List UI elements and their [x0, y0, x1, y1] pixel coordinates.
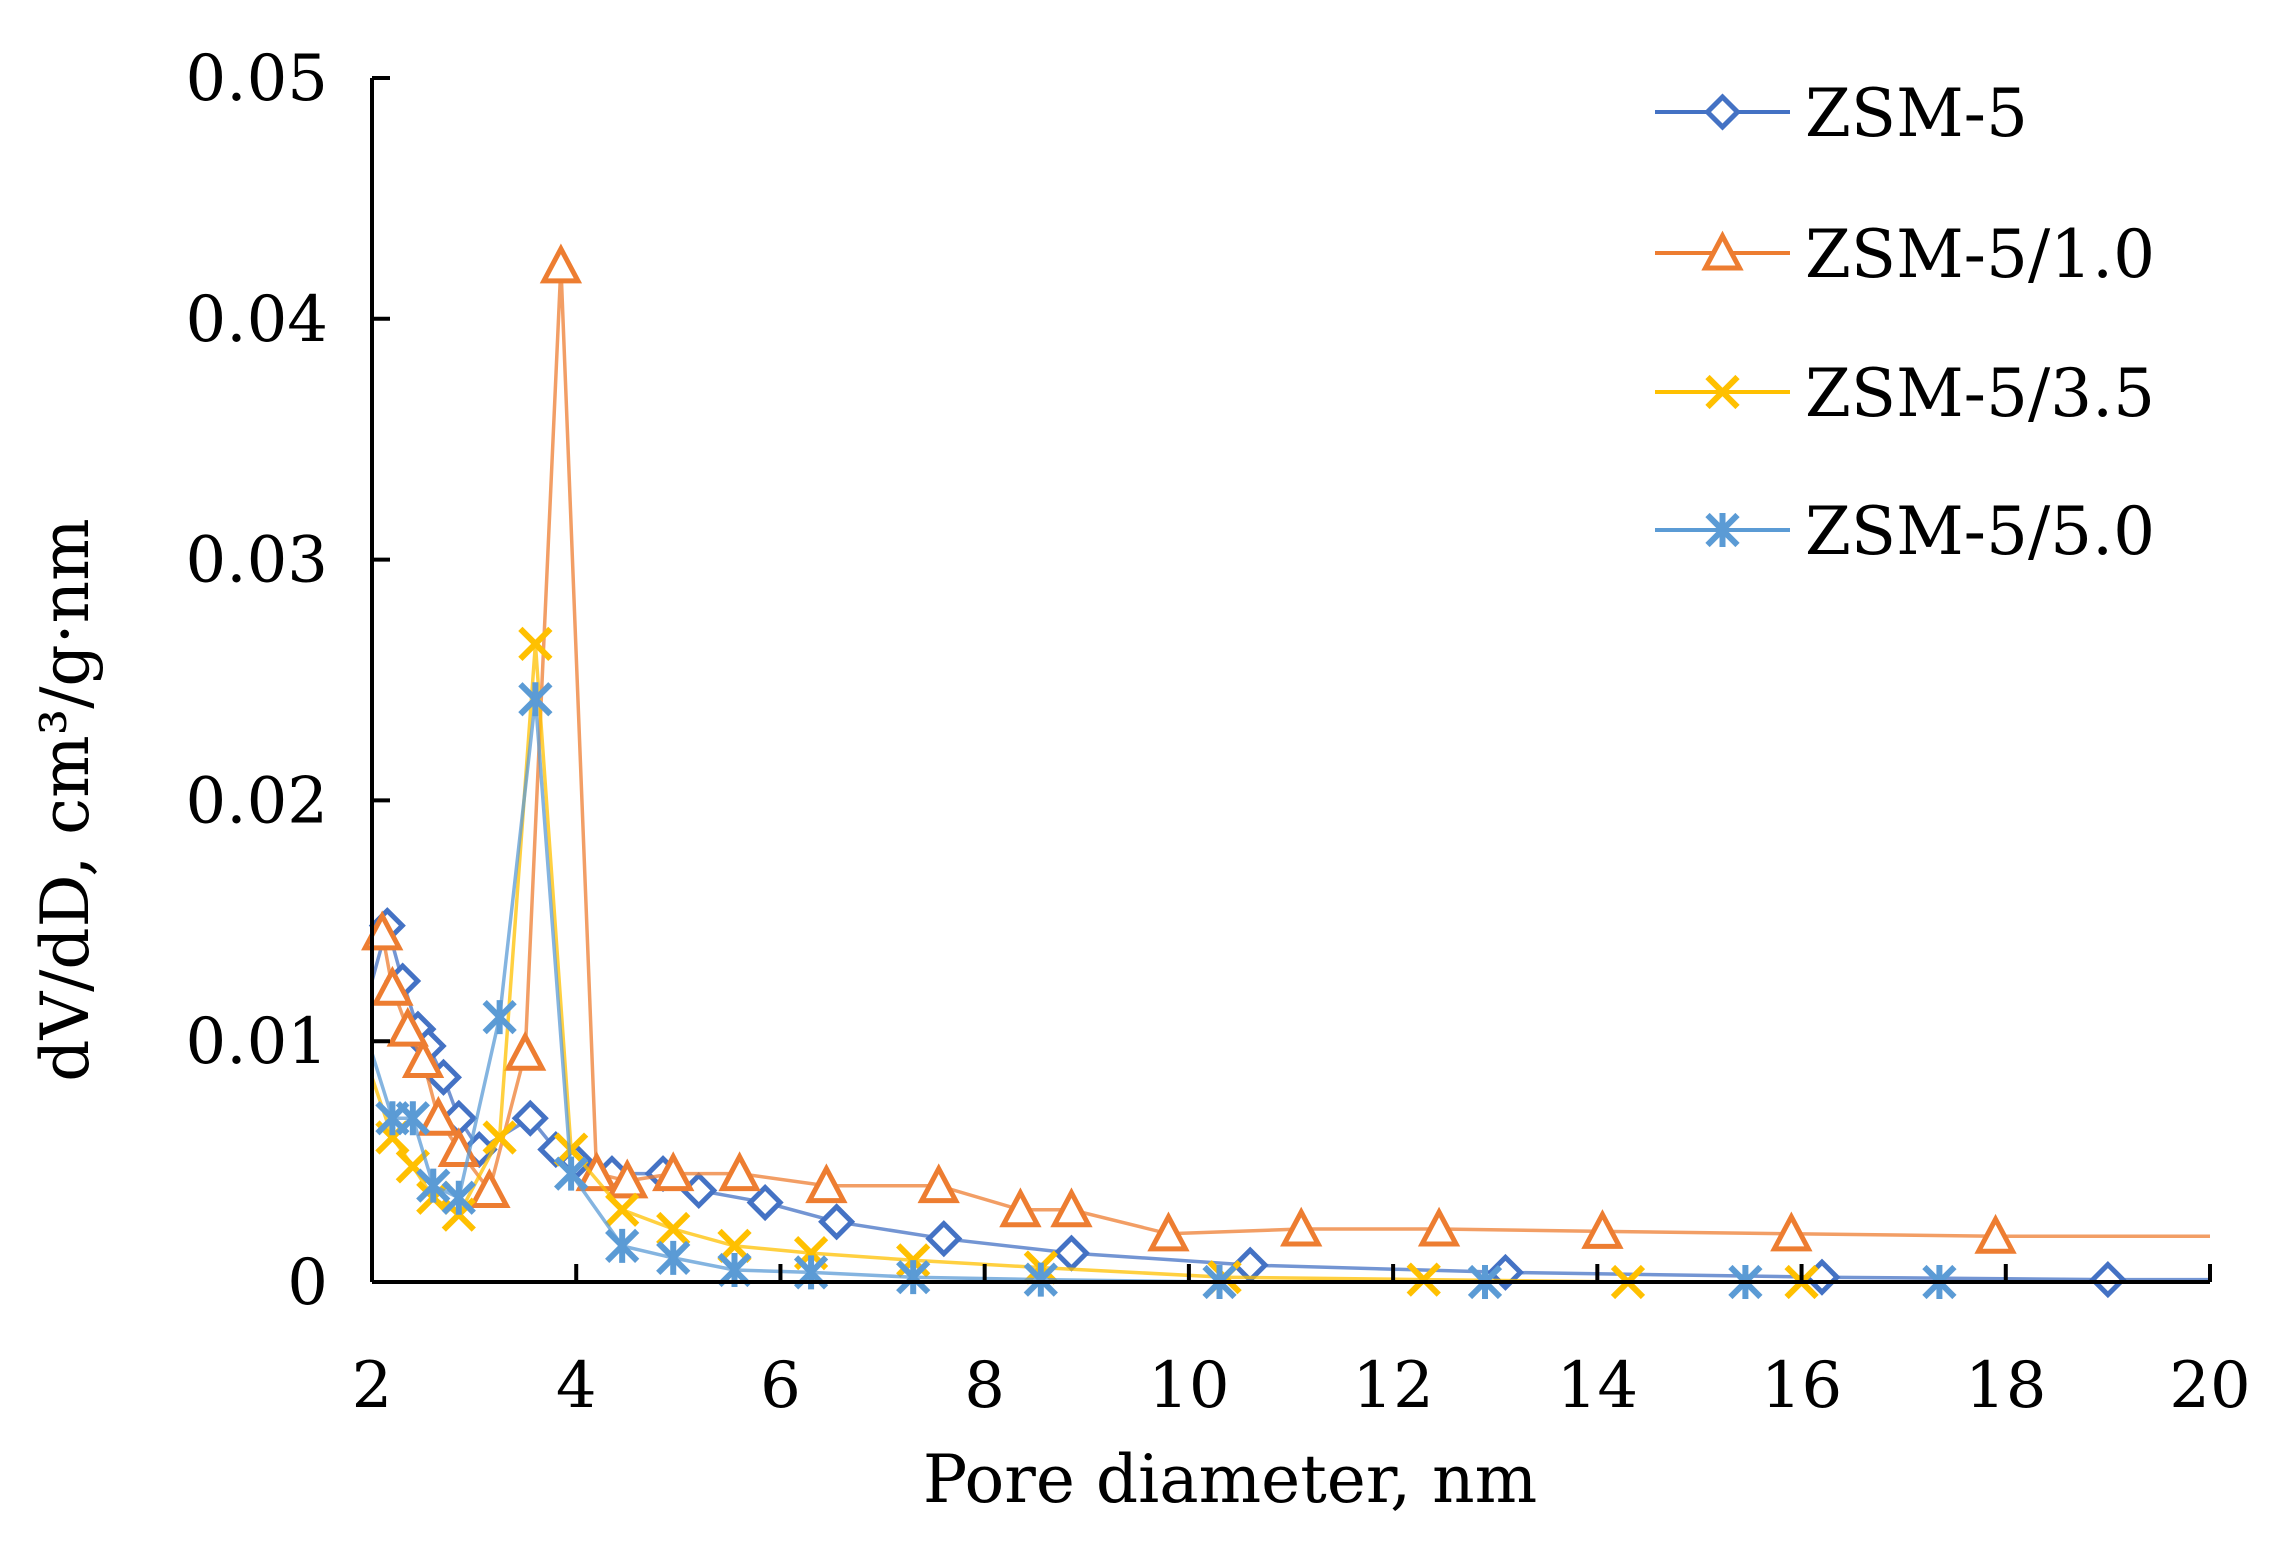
series-3-point — [441, 1180, 476, 1215]
series-1-point — [652, 1151, 695, 1192]
series-1-point — [386, 1006, 429, 1047]
x-tick-label: 10 — [1148, 1349, 1229, 1423]
series-1-point — [917, 1163, 960, 1204]
legend-label: ZSM-5 — [1805, 75, 2028, 152]
y-tick-label: 0.03 — [186, 524, 329, 598]
series-1-point — [1050, 1187, 1093, 1228]
series-0-point — [1052, 1234, 1090, 1272]
legend: ZSM-5 ZSM-5/1.0 ZSM-5/3.5 ZSM-5/5.0 — [1655, 75, 2155, 570]
legend-label: ZSM-5/3.5 — [1805, 355, 2155, 432]
legend-label: ZSM-5/5.0 — [1805, 493, 2155, 570]
legend-label: ZSM-5/1.0 — [1805, 216, 2155, 293]
x-tick-label: 8 — [964, 1349, 1005, 1423]
series-2-point — [605, 1192, 640, 1227]
axes: 2 4 6 8 10 12 14 16 18 20 0 0.01 0.02 0.03 0.04 0.05 — [186, 42, 2251, 1423]
series-1-point — [417, 1095, 460, 1136]
y-tick-label: 0.05 — [186, 42, 329, 116]
series-1-point — [575, 1151, 618, 1192]
y-ticks: 0 0.01 0.02 0.03 0.04 0.05 — [186, 42, 390, 1320]
y-tick-label: 0.02 — [186, 764, 329, 838]
series-3-point — [553, 1156, 589, 1191]
legend-item: ZSM-5/5.0 — [1655, 493, 2155, 570]
series-3-line — [370, 699, 2210, 1284]
series-1-point — [401, 1038, 445, 1078]
series-0-point — [818, 1203, 856, 1241]
legend-marker — [1705, 512, 1740, 548]
x-ticks: 2 4 6 8 10 12 14 16 18 20 — [352, 1264, 2251, 1423]
x-tick-label: 12 — [1352, 1349, 1433, 1423]
series-3-point — [896, 1260, 931, 1295]
y-tick-label: 0.04 — [186, 283, 329, 357]
series-1-point — [1280, 1206, 1323, 1247]
series-0-point — [2089, 1261, 2127, 1299]
series-1-point — [468, 1168, 511, 1208]
series-1-point — [718, 1151, 761, 1192]
series-1 — [361, 243, 2210, 1254]
series-1-point — [504, 1030, 547, 1071]
series-3-point — [518, 682, 553, 717]
legend-item: ZSM-5/3.5 — [1655, 355, 2155, 432]
y-axis-title: dV/dD, cm³/g·nm — [27, 518, 104, 1081]
series-3-point — [605, 1228, 640, 1264]
series-2-line — [370, 643, 2210, 1284]
legend-item: ZSM-5 — [1655, 75, 2028, 152]
series-0-point — [746, 1184, 784, 1222]
x-tick-label: 6 — [760, 1349, 801, 1423]
legend-marker — [1703, 93, 1742, 131]
x-tick-label: 18 — [1965, 1349, 2046, 1423]
series-3-point — [416, 1168, 451, 1203]
series-1-point — [1581, 1209, 1624, 1249]
series-1-point — [1417, 1206, 1461, 1247]
legend-marker — [1705, 374, 1740, 410]
y-tick-label: 0.01 — [186, 1005, 329, 1079]
y-tick-label: 0 — [287, 1246, 328, 1320]
x-tick-label: 4 — [556, 1349, 597, 1423]
series-1-point — [1770, 1211, 1813, 1252]
x-tick-label: 20 — [2169, 1349, 2250, 1423]
x-tick-label: 2 — [352, 1349, 393, 1423]
series-2-point — [1406, 1262, 1441, 1297]
series-3-point — [1023, 1262, 1058, 1297]
series-1-point — [606, 1158, 649, 1199]
series-3-point — [656, 1240, 691, 1276]
series-1-point — [999, 1187, 1042, 1228]
series-1-point — [1974, 1213, 2017, 1254]
series-0-point — [511, 1099, 549, 1137]
series-3-point — [482, 999, 517, 1035]
series-3-point — [395, 1101, 430, 1136]
x-tick-label: 16 — [1761, 1349, 1842, 1423]
series-1-point — [1147, 1211, 1190, 1252]
legend-item: ZSM-5/1.0 — [1655, 216, 2155, 293]
series-2-point — [518, 626, 553, 662]
series-2 — [370, 626, 2210, 1300]
x-tick-label: 14 — [1557, 1349, 1638, 1423]
series-2-point — [482, 1120, 517, 1155]
x-axis-title: Pore diameter, nm — [923, 1441, 1537, 1518]
series-1-point — [539, 243, 583, 284]
series-0-point — [925, 1220, 963, 1258]
series-2-point — [656, 1211, 691, 1247]
legend-marker — [1701, 230, 1744, 271]
series-3 — [370, 682, 2210, 1300]
series-1-point — [371, 965, 414, 1006]
series-1-point — [805, 1163, 848, 1204]
